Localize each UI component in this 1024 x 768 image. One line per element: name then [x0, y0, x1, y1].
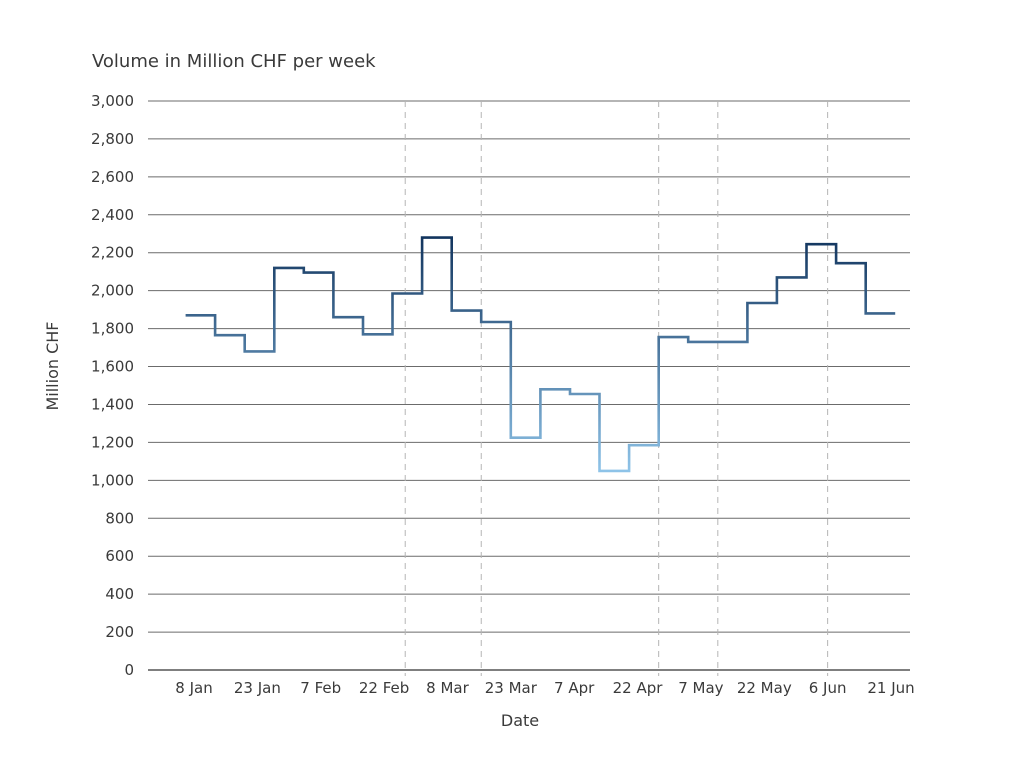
- y-tick-label: 1,600: [91, 358, 134, 376]
- x-axis-title: Date: [501, 711, 539, 730]
- x-tick-label: 21 Jun: [867, 679, 914, 697]
- y-axis-title: Million CHF: [43, 321, 62, 410]
- y-tick-label: 2,000: [91, 282, 134, 300]
- x-tick-label: 8 Jan: [175, 679, 212, 697]
- x-tick-label: 22 Feb: [359, 679, 409, 697]
- x-tick-label: 8 Mar: [426, 679, 469, 697]
- y-tick-label: 200: [105, 623, 134, 641]
- y-tick-label: 600: [105, 547, 134, 565]
- x-tick-label: 7 May: [678, 679, 723, 697]
- y-tick-label: 0: [124, 661, 134, 679]
- x-tick-label: 7 Feb: [300, 679, 341, 697]
- x-axis-ticks: 8 Jan 23 Jan 7 Feb 22 Feb 8 Mar 23 Mar 7 Apr 22…: [175, 679, 914, 697]
- y-tick-label: 800: [105, 509, 134, 527]
- y-tick-label: 3,000: [91, 92, 134, 110]
- x-tick-label: 7 Apr: [554, 679, 595, 697]
- x-tick-label: 23 Mar: [485, 679, 538, 697]
- x-tick-label: 6 Jun: [809, 679, 847, 697]
- x-tick-label: 23 Jan: [234, 679, 281, 697]
- y-tick-label: 1,000: [91, 471, 134, 489]
- y-tick-label: 1,800: [91, 320, 134, 338]
- y-tick-label: 2,200: [91, 244, 134, 262]
- x-tick-label: 22 Apr: [613, 679, 664, 697]
- series-volume: [185, 236, 896, 473]
- chart-title: Volume in Million CHF per week: [92, 51, 376, 72]
- y-axis-ticks: 0 200 400 600 800 1,000 1,200 1,400 1,600 1,800 2,…: [91, 92, 134, 679]
- y-tick-label: 1,400: [91, 395, 134, 413]
- y-tick-label: 2,600: [91, 168, 134, 186]
- y-tick-label: 2,800: [91, 130, 134, 148]
- y-tick-label: 1,200: [91, 433, 134, 451]
- gridlines: [148, 100, 910, 671]
- reference-lines: [404, 101, 829, 676]
- y-tick-label: 2,400: [91, 206, 134, 224]
- y-tick-label: 400: [105, 585, 134, 603]
- x-tick-label: 22 May: [737, 679, 792, 697]
- series-line: [185, 236, 896, 473]
